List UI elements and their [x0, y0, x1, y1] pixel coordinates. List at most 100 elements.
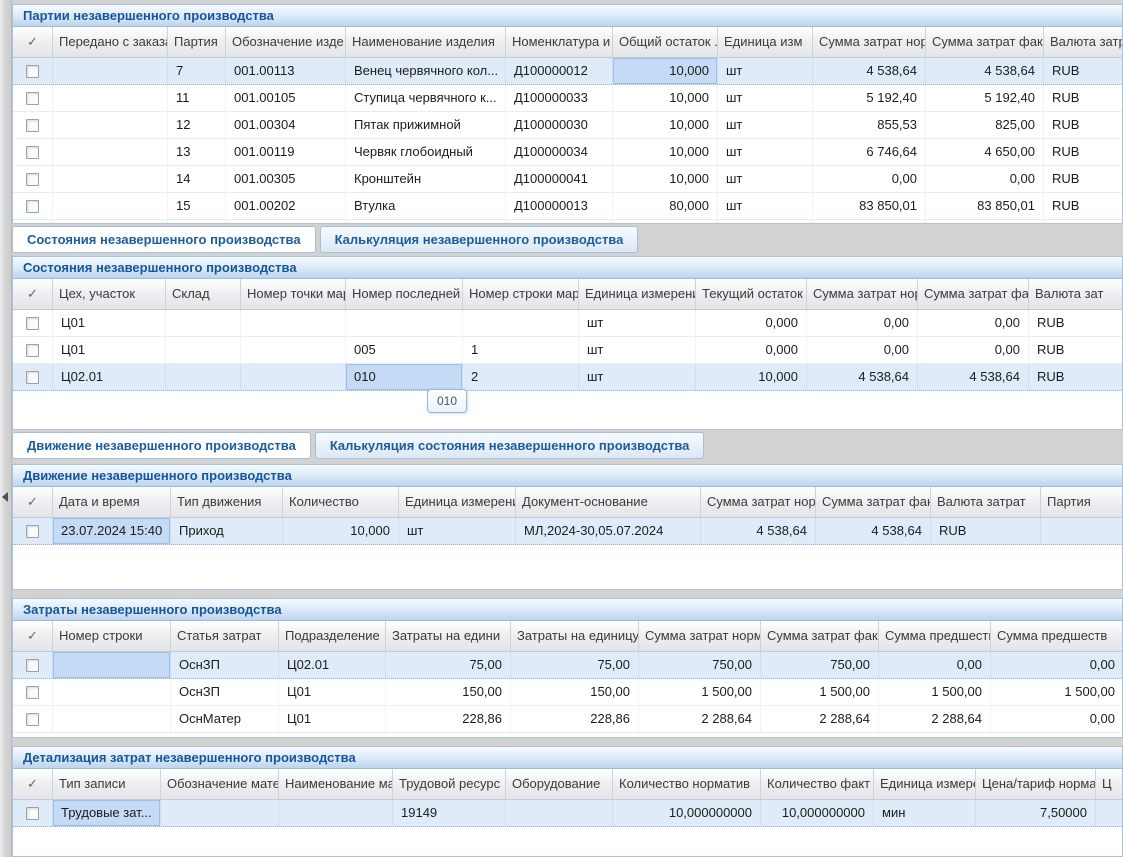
cell[interactable]: RUB [1029, 310, 1122, 336]
column-header[interactable]: Сумма затрат факт . [761, 621, 879, 651]
cell[interactable]: 0,00 [807, 337, 918, 363]
column-header[interactable]: Цена/тариф норма [976, 769, 1096, 799]
cell[interactable]: RUB [1029, 364, 1122, 390]
cell[interactable]: 3 048,00 [813, 220, 926, 223]
row-checkbox[interactable] [26, 91, 39, 105]
cell[interactable] [241, 337, 346, 363]
column-header[interactable]: Оборудование [506, 769, 613, 799]
cell[interactable]: 80,000 [613, 193, 718, 219]
cell[interactable]: шт [718, 139, 813, 165]
cell[interactable]: 10,000 [696, 364, 807, 390]
tab[interactable]: Состояния незавершенного производства [12, 226, 316, 253]
left-splitter[interactable] [0, 0, 12, 857]
cell[interactable]: 5 192,40 [813, 85, 926, 111]
checkbox-cell[interactable] [13, 652, 53, 678]
column-header[interactable]: Тип движения [171, 487, 283, 517]
column-header[interactable]: Подразделение [279, 621, 386, 651]
cell[interactable]: Приход [171, 518, 283, 544]
cell[interactable]: Д100000012 [506, 58, 613, 84]
row-checkbox[interactable] [26, 199, 39, 213]
cell[interactable] [241, 364, 346, 390]
cell[interactable]: Д100000041 [506, 166, 613, 192]
cell[interactable]: 855,53 [813, 112, 926, 138]
column-header[interactable]: Единица измерени [874, 769, 976, 799]
cell[interactable] [53, 112, 168, 138]
cell[interactable]: шт [718, 193, 813, 219]
column-header[interactable]: Единица изм [718, 27, 813, 57]
checkbox-cell[interactable] [13, 220, 53, 223]
cell[interactable]: Ц02.01 [53, 364, 166, 390]
cell[interactable]: 1 [463, 337, 579, 363]
checkbox-cell[interactable] [13, 679, 53, 705]
cell[interactable]: 005 [346, 337, 463, 363]
column-header[interactable]: Дата и время [53, 487, 171, 517]
cell[interactable]: 13 [168, 139, 226, 165]
cell[interactable]: шт [718, 58, 813, 84]
row-checkbox[interactable] [26, 118, 39, 132]
cell[interactable]: 1 500,00 [761, 679, 879, 705]
cell[interactable]: 001.00119 [226, 139, 346, 165]
column-header[interactable]: Валюта затрат [931, 487, 1041, 517]
cell[interactable]: Ц01 [53, 337, 166, 363]
cell[interactable] [53, 220, 168, 223]
table-row[interactable]: 13 001.00119 Червяк глобоидный Д100000034 10… [13, 139, 1122, 166]
column-header[interactable]: Номер строки мар [463, 279, 579, 309]
cell[interactable] [241, 310, 346, 336]
column-header[interactable]: Количество факт [761, 769, 874, 799]
cell[interactable]: RUB [1044, 112, 1122, 138]
cell[interactable]: Д100000033 [506, 85, 613, 111]
column-header[interactable]: Обозначение изде [226, 27, 346, 57]
cell[interactable]: RUB [931, 518, 1041, 544]
column-header[interactable]: Текущий остаток [696, 279, 807, 309]
cell[interactable]: 001.00202 [226, 193, 346, 219]
checkbox-cell[interactable] [13, 85, 53, 111]
cell[interactable]: 0,00 [918, 310, 1029, 336]
cell[interactable]: 1 500,00 [879, 679, 991, 705]
cell[interactable]: 001.00113 [226, 58, 346, 84]
tab[interactable]: Калькуляция состояния незавершенного про… [314, 432, 705, 459]
table-row[interactable]: Ц01 шт 0,000 0,00 0,00 RUB [13, 310, 1122, 337]
column-header[interactable]: Партия [1041, 487, 1122, 517]
table-row[interactable]: ОснЗП Ц02.01 75,00 75,00 750,00 750,00 0,00 0,0… [13, 652, 1122, 679]
table-row[interactable]: 12 001.00304 Пятак прижимной Д100000030 10,0… [13, 112, 1122, 139]
cell[interactable]: Ц02.01 [279, 652, 386, 678]
select-all-header[interactable]: ✓ [13, 769, 53, 799]
cell[interactable]: 14 [168, 166, 226, 192]
cell[interactable]: 750,00 [639, 652, 761, 678]
column-header[interactable]: Сумма затрат факт [816, 487, 931, 517]
column-header[interactable]: Ц [1096, 769, 1122, 799]
cell[interactable]: ОснЗП [171, 679, 279, 705]
column-header[interactable]: Сумма затрат норм [701, 487, 816, 517]
cell[interactable]: шт [718, 112, 813, 138]
cell[interactable]: Трудовые зат... [53, 800, 161, 826]
cell[interactable]: 5 192,40 [926, 85, 1044, 111]
cell[interactable]: Втулка [346, 193, 506, 219]
cell[interactable]: шт [718, 220, 813, 223]
cell[interactable] [166, 310, 241, 336]
column-header[interactable]: Передано с заказа [53, 27, 168, 57]
cell[interactable]: 228,86 [386, 706, 511, 732]
cell[interactable]: Пятак прижимной [346, 112, 506, 138]
cell[interactable]: Ступица червячного к... [346, 85, 506, 111]
cell[interactable]: 825,00 [926, 112, 1044, 138]
checkbox-cell[interactable] [13, 706, 53, 732]
column-header[interactable]: Статья затрат [171, 621, 279, 651]
cell[interactable]: 0,00 [807, 310, 918, 336]
row-checkbox[interactable] [26, 712, 39, 726]
cell[interactable]: 21 [168, 220, 226, 223]
cell[interactable]: Венец червячного кол... [346, 58, 506, 84]
cell[interactable]: 2 [463, 364, 579, 390]
column-header[interactable]: Номенклатура и [506, 27, 613, 57]
checkbox-cell[interactable] [13, 193, 53, 219]
cell[interactable]: 4 538,64 [816, 518, 931, 544]
cell[interactable]: Кронштейн [346, 166, 506, 192]
table-row[interactable]: ОснЗП Ц01 150,00 150,00 1 500,00 1 500,00 1 50… [13, 679, 1122, 706]
cell[interactable]: 750,00 [761, 652, 879, 678]
cell[interactable] [1041, 518, 1122, 544]
cell[interactable]: 0,000 [696, 310, 807, 336]
cell[interactable]: 0,00 [813, 166, 926, 192]
cell[interactable]: 0,00 [926, 166, 1044, 192]
cell[interactable]: 010 [346, 364, 463, 390]
cell[interactable]: 0,00 [991, 706, 1122, 732]
cell[interactable]: 001.00105 [226, 85, 346, 111]
